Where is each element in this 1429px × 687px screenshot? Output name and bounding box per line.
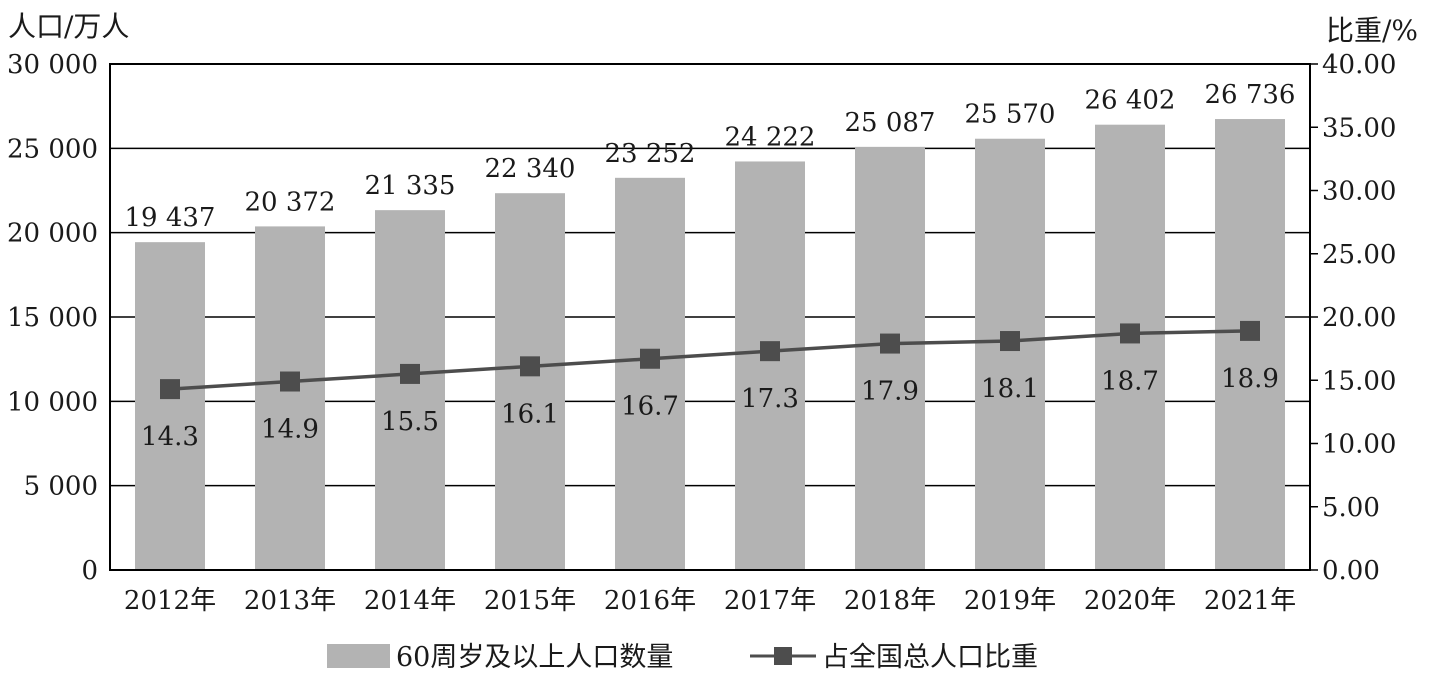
bar xyxy=(135,242,205,570)
line-value-label: 18.1 xyxy=(981,374,1039,404)
line-value-label: 15.5 xyxy=(381,407,439,437)
bar xyxy=(615,177,685,570)
line-series xyxy=(160,320,1260,400)
bar-data-labels: 19 437 20 372 21 335 22 340 23 252 24 222 25 0… xyxy=(125,80,1296,233)
y-right-tick-label: 0.00 xyxy=(1322,556,1380,586)
bar-value-label: 22 340 xyxy=(485,154,576,184)
y-right-tick-label: 40.00 xyxy=(1322,50,1396,80)
bar xyxy=(1215,119,1285,571)
x-axis-ticks: 2012年 2013年 2014年 2015年 2016年 2017年 2018年 2019年… xyxy=(124,586,1296,616)
x-tick-label: 2020年 xyxy=(1084,586,1176,616)
bar-value-label: 20 372 xyxy=(245,187,336,217)
y-right-tick-label: 10.00 xyxy=(1322,430,1396,460)
x-tick-label: 2019年 xyxy=(964,586,1056,616)
bar-value-label: 25 570 xyxy=(965,100,1056,130)
line-value-label: 18.9 xyxy=(1221,364,1279,394)
legend: 60周岁及以上人口数量 占全国总人口比重 xyxy=(327,642,1038,673)
bar-value-label: 23 252 xyxy=(605,139,696,169)
line-marker xyxy=(520,356,540,377)
y-axis-left-ticks: 0 5 000 10 000 15 000 20 000 25 000 30 000 xyxy=(7,50,98,586)
line-value-label: 14.3 xyxy=(141,422,199,452)
line-marker xyxy=(160,379,180,400)
bar-value-label: 19 437 xyxy=(125,203,216,233)
legend-label-bar: 60周岁及以上人口数量 xyxy=(396,642,673,673)
bar xyxy=(1095,124,1165,570)
bar xyxy=(375,210,445,571)
line-marker xyxy=(1120,323,1140,344)
line-marker xyxy=(1240,320,1260,341)
x-tick-label: 2018年 xyxy=(844,586,936,616)
y-axis-right-label: 比重/% xyxy=(1326,14,1418,47)
x-tick-label: 2014年 xyxy=(364,586,456,616)
line-marker xyxy=(1000,331,1020,352)
legend-swatch-bar xyxy=(327,644,390,668)
bar-value-label: 26 736 xyxy=(1205,80,1296,110)
bar-value-label: 26 402 xyxy=(1085,86,1176,116)
y-left-tick-label: 25 000 xyxy=(7,134,98,164)
y-right-tick-label: 20.00 xyxy=(1322,303,1396,333)
bar xyxy=(855,146,925,570)
line-value-label: 17.9 xyxy=(861,377,919,407)
bar xyxy=(975,138,1045,570)
x-tick-label: 2021年 xyxy=(1204,586,1296,616)
line-value-label: 16.7 xyxy=(621,392,679,422)
bar xyxy=(495,193,565,570)
line-marker xyxy=(880,333,900,354)
legend-label-line: 占全国总人口比重 xyxy=(822,642,1038,673)
y-left-tick-label: 10 000 xyxy=(7,387,98,417)
y-left-tick-label: 30 000 xyxy=(7,50,98,80)
bar-value-label: 24 222 xyxy=(725,122,816,152)
bar-value-label: 21 335 xyxy=(365,171,456,201)
y-right-tick-label: 30.00 xyxy=(1322,177,1396,207)
y-right-tick-label: 25.00 xyxy=(1322,240,1396,270)
y-right-tick-label: 35.00 xyxy=(1322,113,1396,143)
line-value-label: 14.9 xyxy=(261,415,319,445)
line-data-labels: 14.3 14.9 15.5 16.1 16.7 17.3 17.9 18.1 18.7 18.9 xyxy=(141,364,1279,452)
y-axis-right-ticks: 0.00 5.00 10.00 15.00 20.00 25.00 30.00 35.00 40… xyxy=(1310,50,1396,586)
line-marker xyxy=(280,371,300,392)
y-left-tick-label: 0 xyxy=(81,556,98,586)
legend-swatch-marker xyxy=(774,647,792,665)
line-marker xyxy=(640,348,660,369)
bar xyxy=(255,226,325,570)
bar-value-label: 25 087 xyxy=(845,108,936,138)
y-left-tick-label: 5 000 xyxy=(24,472,98,502)
line-value-label: 18.7 xyxy=(1101,366,1159,396)
y-right-tick-label: 15.00 xyxy=(1322,366,1396,396)
line-marker xyxy=(760,341,780,362)
y-left-tick-label: 15 000 xyxy=(7,303,98,333)
bar xyxy=(735,161,805,570)
line-path xyxy=(169,329,1251,391)
x-tick-label: 2012年 xyxy=(124,586,216,616)
line-marker xyxy=(400,363,420,384)
x-tick-label: 2016年 xyxy=(604,586,696,616)
x-tick-label: 2013年 xyxy=(244,586,336,616)
x-tick-label: 2015年 xyxy=(484,586,576,616)
line-value-label: 16.1 xyxy=(501,399,559,429)
x-tick-label: 2017年 xyxy=(724,586,816,616)
y-axis-left-label: 人口/万人 xyxy=(8,10,129,43)
bar-series xyxy=(135,119,1285,571)
line-value-label: 17.3 xyxy=(741,384,799,414)
y-left-tick-label: 20 000 xyxy=(7,219,98,249)
y-right-tick-label: 5.00 xyxy=(1322,493,1380,523)
